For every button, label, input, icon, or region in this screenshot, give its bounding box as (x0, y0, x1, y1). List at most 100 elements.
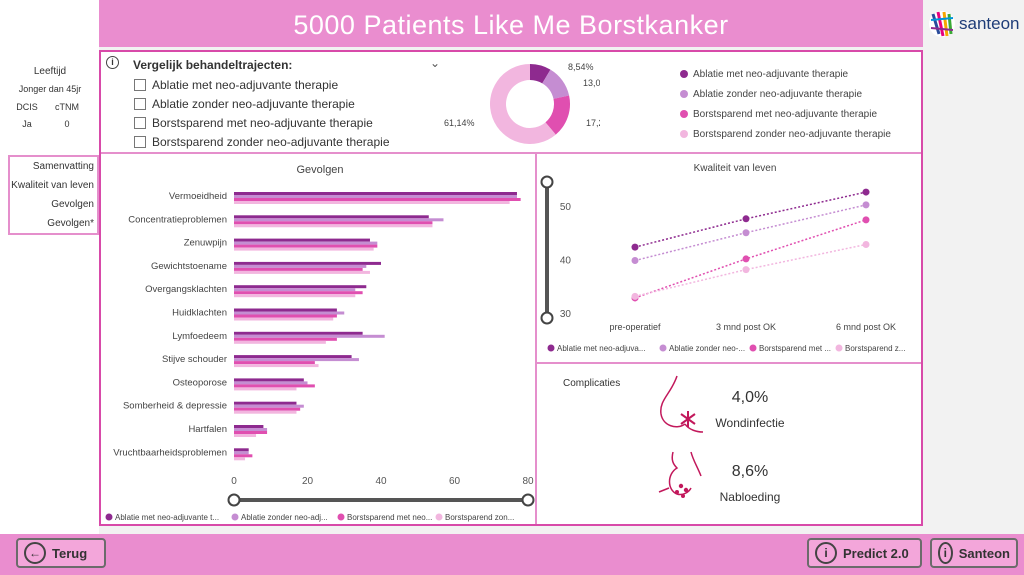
option-ablatie-met[interactable]: Ablatie met neo-adjuvante therapie (134, 75, 390, 94)
bar (234, 264, 367, 268)
donut-slice (545, 95, 570, 135)
predict-button[interactable]: i Predict 2.0 (807, 538, 922, 568)
predict-label: Predict 2.0 (843, 545, 909, 561)
bar (234, 425, 264, 428)
navigation-menu: Samenvatting Kwaliteit van leven Gevolge… (8, 155, 99, 235)
age-value: Jonger dan 45jr (18, 84, 82, 94)
slider-handle-left[interactable] (227, 493, 241, 507)
chevron-down-icon[interactable]: ⌄ (430, 56, 441, 70)
data-point (742, 229, 750, 237)
legend-dot-icon (231, 513, 239, 521)
nav-gevolgen-star[interactable]: Gevolgen* (47, 218, 94, 229)
bar (234, 431, 268, 434)
category-label: Osteoporose (173, 377, 227, 388)
category-label: Huidklachten (172, 308, 227, 319)
chart-title: Gevolgen (296, 164, 343, 176)
bar (234, 241, 378, 245)
legend-dot-icon (105, 513, 113, 521)
bar (234, 334, 385, 338)
option-label: Ablatie zonder neo-adjuvante therapie (152, 96, 355, 111)
nav-gevolgen[interactable]: Gevolgen (51, 199, 94, 210)
data-point (631, 257, 639, 265)
info-icon[interactable]: i (106, 56, 119, 69)
bar (234, 381, 308, 385)
gevolgen-panel (101, 154, 537, 524)
x-tick-label: 3 mnd post OK (716, 322, 776, 332)
legend-label: Borstsparend met neo-adjuvante therapie (693, 108, 878, 120)
checkbox[interactable] (134, 116, 146, 129)
category-label: Vermoeidheid (169, 191, 227, 202)
bar (234, 457, 246, 461)
bar (234, 331, 363, 335)
x-tick-label: 60 (449, 476, 461, 487)
donut-chart: 8,54% 13,06% 17,26% 61,14% (444, 62, 600, 144)
legend-dot-icon (547, 344, 555, 352)
bar (234, 311, 345, 315)
gevolgen-chart: Gevolgen Vermoeidheid Concentratieproblem… (105, 164, 535, 522)
slider-handle-bottom[interactable] (540, 311, 554, 325)
checkbox[interactable] (134, 78, 146, 91)
bleeding-icon (658, 451, 702, 498)
legend-item: Borstsparend zonder neo-adjuvante therap… (680, 124, 891, 144)
data-point (742, 255, 750, 263)
checkbox[interactable] (134, 97, 146, 110)
category-label: Hartfalen (188, 424, 227, 435)
donut-slice (530, 64, 551, 84)
bar (234, 451, 249, 455)
bar (234, 384, 315, 388)
option-borstsparend-zonder[interactable]: Borstsparend zonder neo-adjuvante therap… (134, 132, 390, 151)
bar (234, 340, 326, 344)
bar (234, 317, 334, 321)
series-line (634, 191, 867, 248)
bar (234, 288, 356, 292)
bar (234, 364, 319, 368)
nav-samenvatting[interactable]: Samenvatting (32, 161, 94, 172)
y-tick-label: 30 (560, 309, 572, 320)
bar (234, 337, 337, 341)
option-borstsparend-met[interactable]: Borstsparend met neo-adjuvante therapie (134, 113, 390, 132)
legend-item: Borstsparend met neo-adjuvante therapie (680, 104, 891, 124)
nav-kwaliteit-van-leven[interactable]: Kwaliteit van leven (11, 180, 94, 191)
arrow-left-icon: ← (24, 542, 46, 564)
data-point (742, 215, 750, 223)
santeon-button[interactable]: i Santeon (930, 538, 1018, 568)
nabloeding-label: Nabloeding (719, 490, 781, 504)
bar (234, 434, 257, 437)
back-button[interactable]: ← Terug (16, 538, 106, 568)
compare-section (101, 52, 921, 154)
santeon-label: Santeon (958, 545, 1010, 561)
back-label: Terug (52, 545, 88, 561)
slider-handle-right[interactable] (521, 493, 535, 507)
donut-label: 61,14% (444, 118, 475, 128)
bar (234, 238, 370, 242)
y-tick-label: 50 (560, 202, 572, 213)
bar (234, 244, 378, 248)
kwaliteit-panel (537, 154, 921, 364)
kwaliteit-chart: Kwaliteit van leven 30 40 50 pre-operatief 3… (540, 163, 905, 353)
data-point (742, 266, 750, 274)
bar (234, 387, 297, 391)
legend-dot-icon (680, 90, 688, 98)
data-point (631, 243, 639, 251)
data-point (631, 292, 639, 300)
category-label: Vruchtbaarheidsproblemen (113, 447, 227, 458)
x-tick-label: pre-operatief (609, 322, 661, 332)
chart-title: Kwaliteit van leven (694, 163, 777, 174)
legend-dot-icon (337, 513, 345, 521)
category-label: Lymfoedeem (172, 331, 227, 342)
nabloeding-value: 8,6% (731, 463, 769, 480)
legend-label: Borstsparend z... (845, 344, 905, 353)
option-label: Ablatie met neo-adjuvante therapie (152, 77, 339, 92)
legend-dot-icon (680, 110, 688, 118)
option-ablatie-zonder[interactable]: Ablatie zonder neo-adjuvante therapie (134, 94, 390, 113)
bar (234, 285, 367, 289)
category-label: Zenuwpijn (184, 238, 227, 249)
legend-label: Borstsparend zon... (445, 513, 514, 522)
slider-handle-top[interactable] (540, 175, 554, 189)
bar (234, 404, 304, 408)
donut-label: 13,06% (583, 78, 600, 88)
checkbox[interactable] (134, 135, 146, 148)
legend-dot-icon (435, 513, 443, 521)
bar (234, 410, 297, 414)
data-point (862, 188, 870, 196)
